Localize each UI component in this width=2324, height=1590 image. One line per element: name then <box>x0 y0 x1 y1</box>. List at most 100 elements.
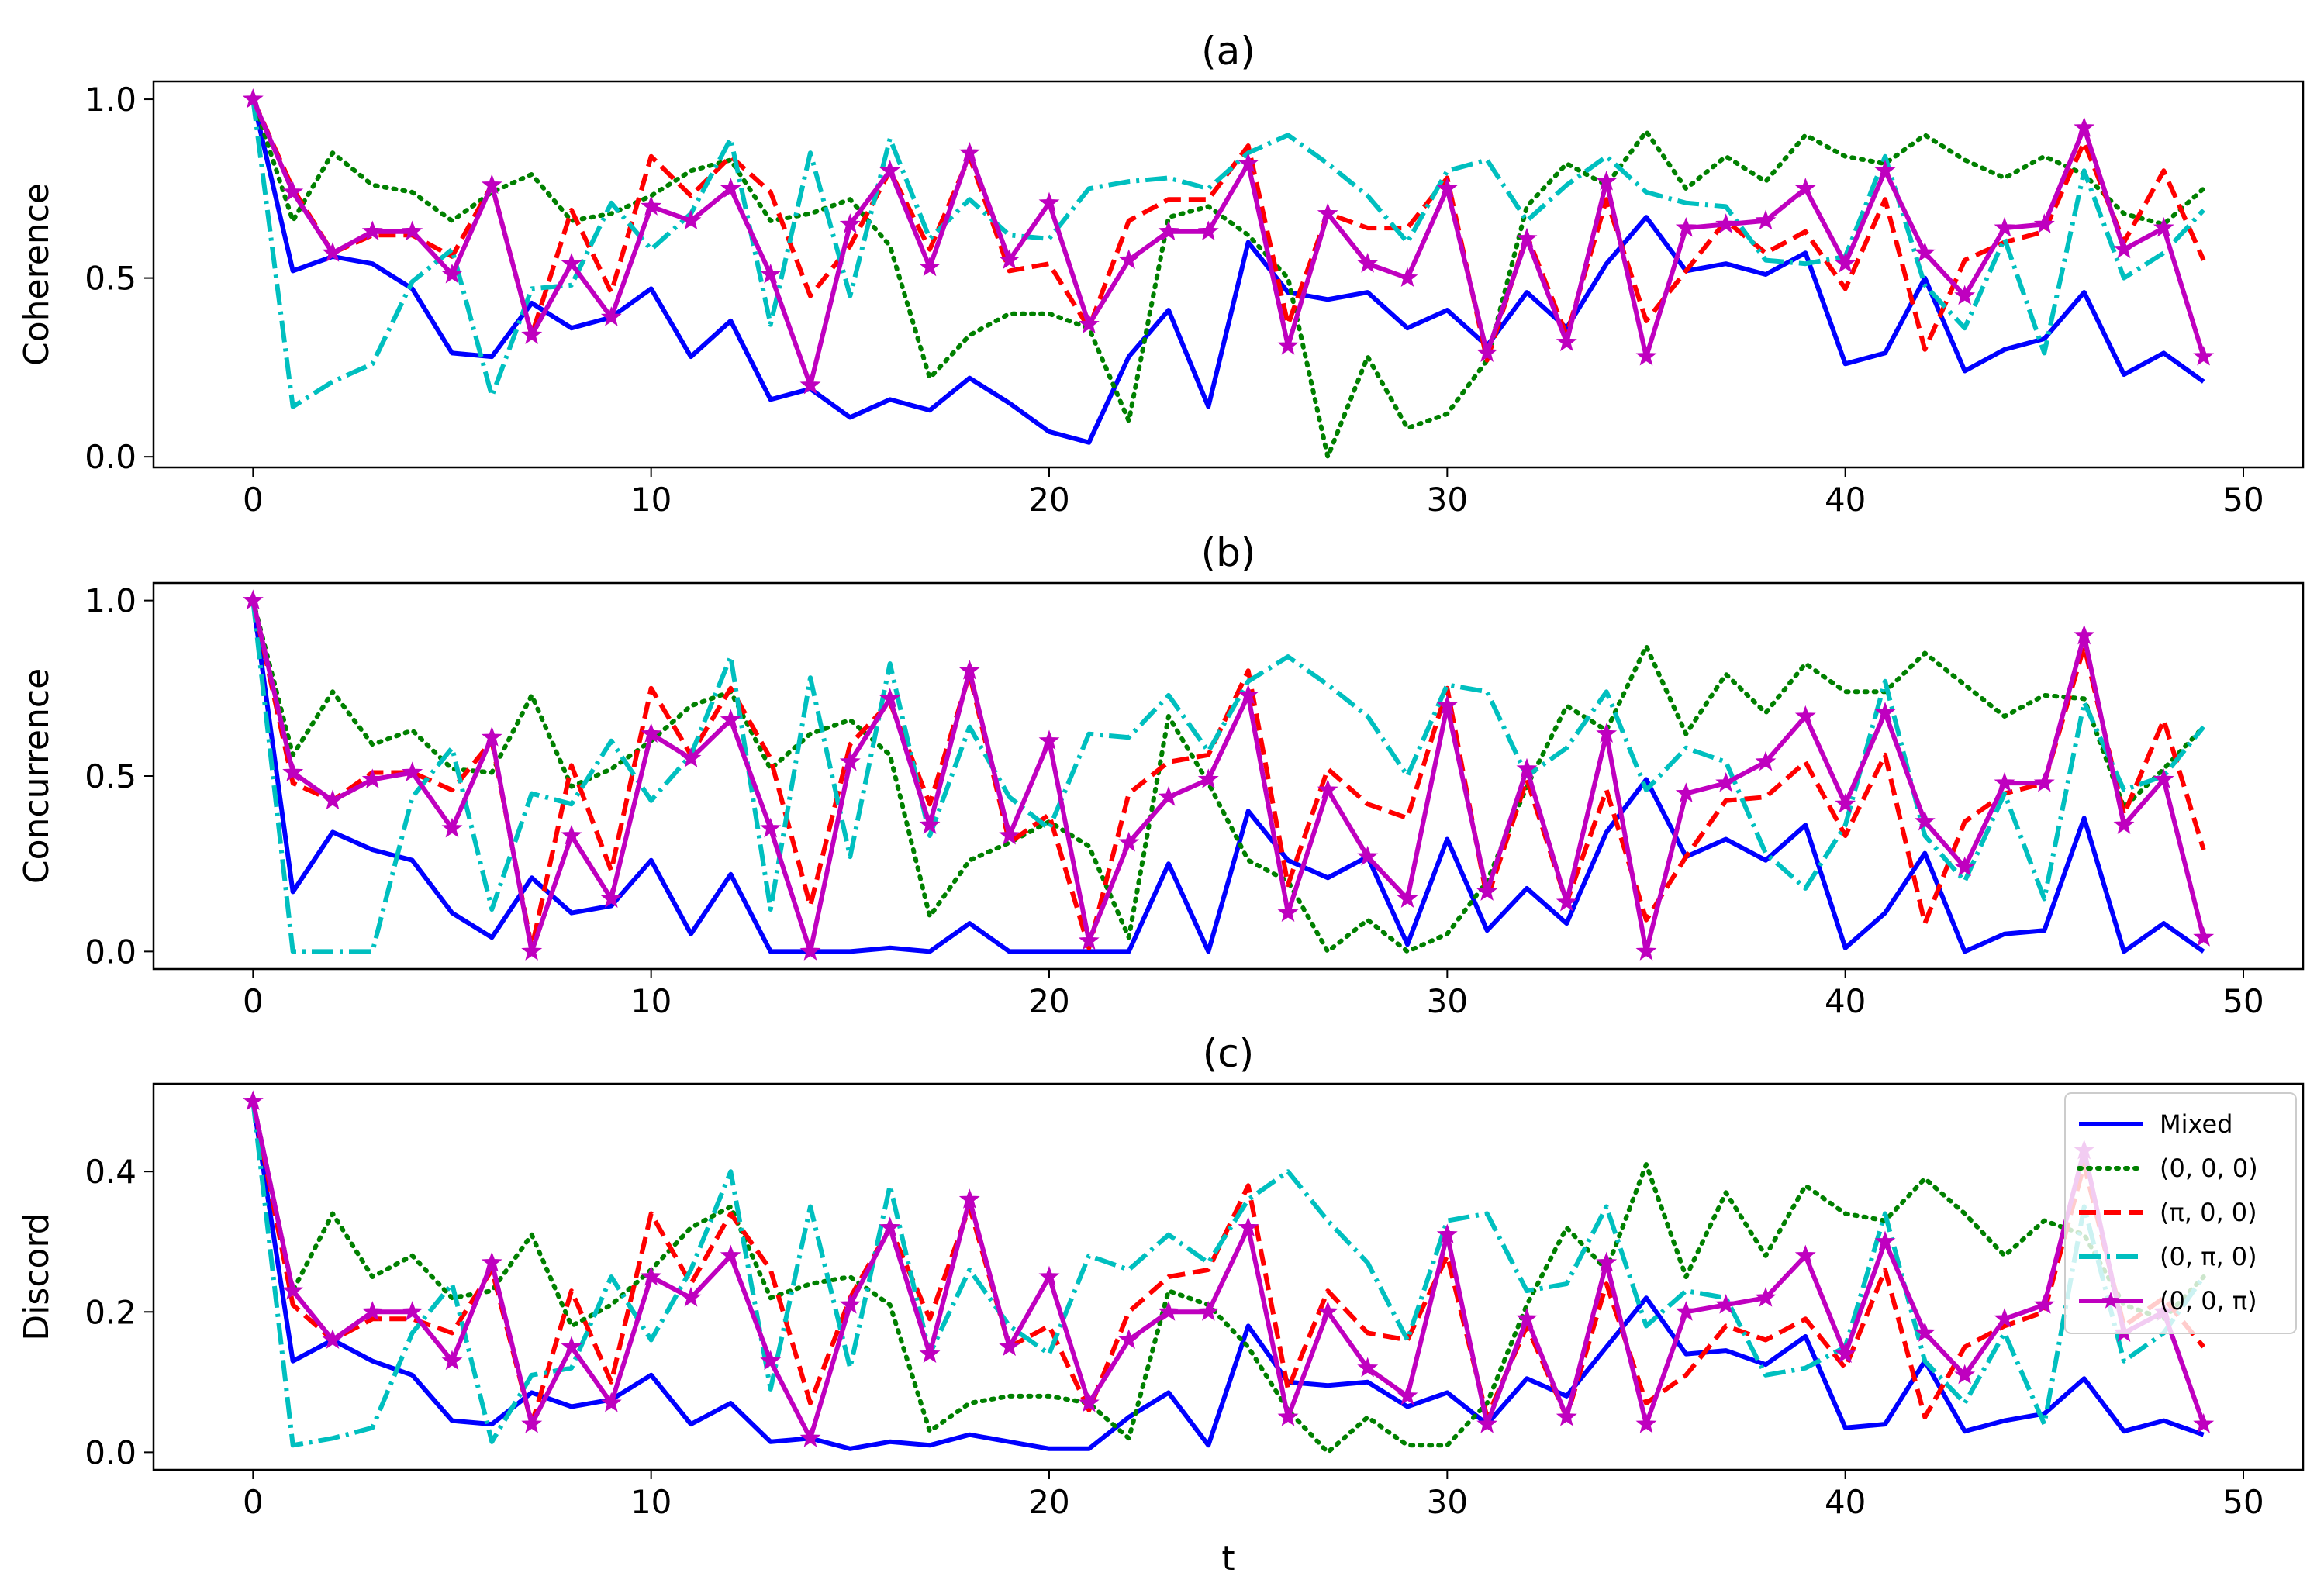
series-point-s00pi <box>2113 814 2135 834</box>
series-point-s00pi <box>1078 930 1100 950</box>
series-point-s00pi <box>1118 1329 1140 1349</box>
x-tick-label: 20 <box>1028 481 1069 519</box>
series-point-s00pi <box>680 1287 702 1307</box>
panel-title: (b) <box>1201 530 1256 575</box>
series-point-s00pi <box>242 589 264 610</box>
legend-label-s00pi: (0, 0, π) <box>2160 1286 2257 1316</box>
series-point-s00pi <box>1874 1230 1896 1251</box>
series-point-s00pi <box>1476 1412 1498 1433</box>
series-point-s00pi <box>2033 1294 2055 1314</box>
series-point-s00pi <box>1238 152 1259 173</box>
x-tick-label: 50 <box>2222 481 2264 519</box>
series-point-s00pi <box>2113 238 2135 259</box>
series-point-s00pi <box>839 1294 861 1314</box>
series-point-s00pi <box>999 1336 1020 1357</box>
series-point-s00pi <box>1397 888 1418 908</box>
x-tick-label: 30 <box>1427 1483 1468 1521</box>
series-point-s00pi <box>1835 793 1856 813</box>
series-point-s00pi <box>1277 1405 1299 1426</box>
series-line-s000 <box>250 1099 2206 1455</box>
series-point-s00pi <box>839 213 861 233</box>
x-tick-label: 40 <box>1825 982 1866 1020</box>
y-tick-label: 0.0 <box>85 1433 136 1471</box>
series-point-s00pi <box>879 160 901 180</box>
series-point-s00pi <box>2074 624 2095 645</box>
series-point-s00pi <box>1556 331 1577 352</box>
series-point-s00pi <box>720 709 741 729</box>
series-point-s00pi <box>1954 285 1976 305</box>
x-tick-label: 10 <box>630 982 672 1020</box>
x-tick-label: 40 <box>1825 481 1866 519</box>
series-point-s00pi <box>799 1427 821 1447</box>
x-tick-label: 10 <box>630 1483 672 1521</box>
series-line-s00pi <box>250 599 2206 954</box>
series-point-s00pi <box>958 142 980 162</box>
y-tick-label: 0.5 <box>85 260 136 298</box>
y-tick-label: 0.0 <box>85 933 136 971</box>
x-tick-label: 40 <box>1825 1483 1866 1521</box>
axes-frame <box>152 80 2305 469</box>
series-point-s00pi <box>1835 253 1856 273</box>
series-point-s00pi <box>1556 891 1577 912</box>
panel-title: (a) <box>1201 29 1255 74</box>
series-point-s00pi <box>1436 1223 1458 1244</box>
series-point-s00pi <box>919 256 941 277</box>
panel-1: (a) Coherence 0 10 20 30 40 50 0.0 0.5 1.0 <box>17 29 2305 519</box>
x-tick-label: 20 <box>1028 982 1069 1020</box>
series-point-s00pi <box>361 768 383 788</box>
y-tick-label: 0.5 <box>85 757 136 795</box>
series-point-s00pi <box>1397 267 1418 288</box>
series-point-s00pi <box>521 940 543 961</box>
series-point-s00pi <box>680 747 702 767</box>
series-point-s00pi <box>760 1350 782 1371</box>
series-line-s000 <box>250 97 2206 460</box>
series-point-s00pi <box>1874 160 1896 180</box>
series-point-s00pi <box>561 253 582 273</box>
series-point-s00pi <box>720 1244 741 1265</box>
series-point-s00pi <box>1038 1265 1060 1286</box>
series-point-s00pi <box>1914 242 1936 262</box>
legend-label-spi00: (π, 0, 0) <box>2160 1198 2257 1227</box>
series-point-s00pi <box>1078 1392 1100 1412</box>
series-point-s00pi <box>999 824 1020 845</box>
y-tick-label: 1.0 <box>85 81 136 119</box>
series-point-s00pi <box>2193 345 2215 366</box>
series-point-s00pi <box>1197 1301 1219 1321</box>
series-point-s00pi <box>1675 1301 1697 1321</box>
series-point-s00pi <box>1357 253 1379 273</box>
series-point-s00pi <box>799 940 821 961</box>
plot-area <box>242 589 2215 961</box>
series-point-s00pi <box>1914 1322 1936 1342</box>
series-point-s00pi <box>1317 202 1338 223</box>
series-point-s00pi <box>1596 723 1618 743</box>
series-point-s00pi <box>1556 1405 1577 1426</box>
series-point-s00pi <box>441 817 463 838</box>
x-axis-label: t <box>1221 1539 1235 1578</box>
series-point-s00pi <box>1397 1385 1418 1405</box>
y-tick-label: 0.0 <box>85 438 136 476</box>
y-tick-label: 0.2 <box>85 1293 136 1331</box>
series-point-s00pi <box>1038 729 1060 750</box>
series-point-s00pi <box>1436 178 1458 198</box>
series-point-s00pi <box>1635 940 1657 961</box>
series-point-s00pi <box>1635 345 1657 366</box>
series-point-s00pi <box>600 1392 622 1412</box>
y-axis-label: Discord <box>17 1212 57 1340</box>
series-point-s00pi <box>1158 786 1179 806</box>
series-point-s00pi <box>680 209 702 230</box>
series-point-s00pi <box>481 174 502 195</box>
series-point-s00pi <box>1794 178 1816 198</box>
series-point-s00pi <box>1994 216 2015 237</box>
series-point-s00pi <box>361 1301 383 1321</box>
series-point-s00pi <box>641 195 662 216</box>
x-tick-label: 0 <box>243 982 264 1020</box>
series-point-s00pi <box>1436 695 1458 715</box>
panel-2: (b) Concurrence 0 10 20 30 40 50 0.0 0.5 1.0 <box>17 530 2305 1020</box>
series-point-s00pi <box>1238 684 1259 705</box>
series-point-s00pi <box>521 1412 543 1433</box>
series-point-s00pi <box>402 220 423 241</box>
series-point-s00pi <box>600 888 622 908</box>
series-point-s00pi <box>2193 1412 2215 1433</box>
series-point-s00pi <box>1158 220 1179 241</box>
series-point-s00pi <box>1476 881 1498 901</box>
